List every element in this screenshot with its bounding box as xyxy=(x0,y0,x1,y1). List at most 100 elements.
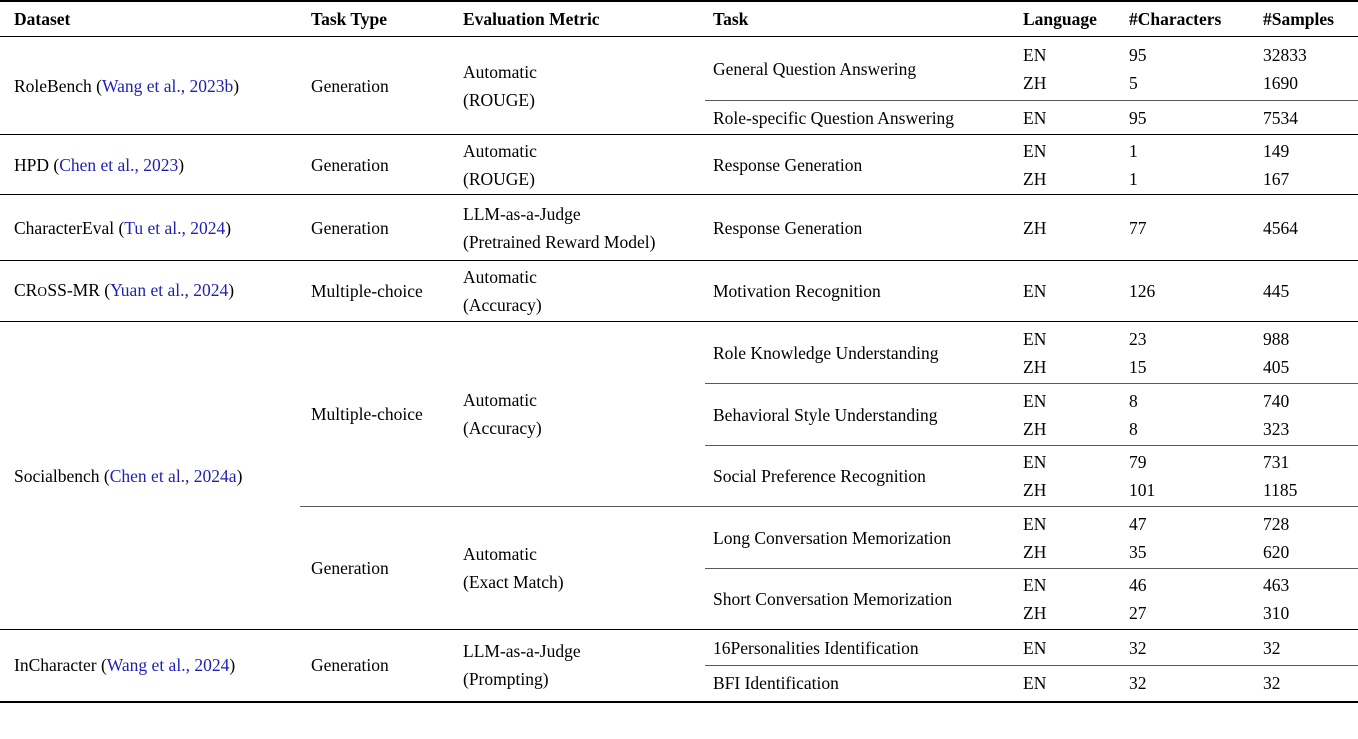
language-value: ZH xyxy=(1023,168,1047,189)
language-cell: EN xyxy=(1015,665,1120,702)
task-label: BFI Identification xyxy=(713,673,839,694)
task-type-cell: Generation xyxy=(300,506,455,630)
citation-link[interactable]: Yuan et al., 2024 xyxy=(110,280,229,300)
row-general-question-answering: RoleBench (Wang et al., 2023b) Generatio… xyxy=(0,37,1358,110)
task-label: General Question Answering xyxy=(713,58,917,79)
row-short-conversation-memorization: Short Conversation Memorization EN ZH 46… xyxy=(0,568,1358,630)
samples-value: 32 xyxy=(1263,637,1281,658)
language-value: ZH xyxy=(1023,480,1047,500)
language-value: ZH xyxy=(1023,356,1047,377)
characters-value: 46 xyxy=(1129,575,1147,595)
paren-close: ) xyxy=(236,465,243,486)
citation-link[interactable]: Chen et al., 2024a xyxy=(109,465,237,486)
samples-cell: 32 xyxy=(1255,629,1358,666)
citation-link[interactable]: Wang et al., 2023b xyxy=(101,75,234,96)
task-label: Motivation Recognition xyxy=(713,281,881,301)
task-type-cell: Generation xyxy=(300,37,455,135)
evaluation-metric-cell: Automatic (ROUGE) xyxy=(455,37,705,135)
samples-value: 988 xyxy=(1263,328,1290,349)
language-cell: EN ZH xyxy=(1015,445,1120,507)
characters-value: 32 xyxy=(1129,637,1147,658)
metric-line: (Accuracy) xyxy=(463,418,542,438)
evaluation-metric-cell: LLM-as-a-Judge (Pretrained Reward Model) xyxy=(455,194,705,261)
task-type-label: Generation xyxy=(311,75,389,96)
language-value: EN xyxy=(1023,107,1047,128)
characters-cell: 32 xyxy=(1120,665,1255,702)
task-label: Role-specific Question Answering xyxy=(713,107,955,128)
samples-value: 445 xyxy=(1263,281,1290,301)
samples-cell: 445 xyxy=(1255,260,1358,322)
language-cell: EN ZH xyxy=(1015,383,1120,446)
language-value: EN xyxy=(1023,390,1047,411)
evaluation-metric-cell: Automatic (Accuracy) xyxy=(455,260,705,322)
metric-line: (Exact Match) xyxy=(463,572,564,592)
citation-link[interactable]: Chen et al., 2023 xyxy=(59,154,179,175)
dataset-name: CharacterEval xyxy=(14,217,115,238)
metric-line: (Pretrained Reward Model) xyxy=(463,231,656,252)
language-cell: ZH xyxy=(1015,194,1120,261)
language-value: EN xyxy=(1023,452,1047,472)
characters-value: 27 xyxy=(1129,603,1147,623)
metric-line: (ROUGE) xyxy=(463,89,535,110)
language-value: EN xyxy=(1023,575,1047,595)
samples-cell: 988 405 xyxy=(1255,321,1358,384)
characters-value: 5 xyxy=(1129,72,1138,93)
samples-value: 1690 xyxy=(1263,72,1298,93)
dataset-cell-charactereval: CharacterEval (Tu et al., 2024) xyxy=(0,194,300,261)
task-cell: Response Generation xyxy=(705,194,1015,261)
col-header-dataset: Dataset xyxy=(0,0,300,37)
samples-cell: 731 1185 xyxy=(1255,445,1358,507)
task-type-cell: Multiple-choice xyxy=(300,321,455,507)
metric-line: Automatic xyxy=(463,544,537,564)
dataset-name: Socialbench xyxy=(14,465,100,486)
dataset-name: HPD xyxy=(14,154,50,175)
samples-cell: 7534 xyxy=(1255,100,1358,135)
paren-open: ( xyxy=(99,280,111,300)
dataset-cell-hpd: HPD (Chen et al., 2023) xyxy=(0,134,300,195)
task-type-cell: Multiple-choice xyxy=(300,260,455,322)
paren-close: ) xyxy=(233,75,240,96)
metric-line: Automatic xyxy=(463,140,537,161)
col-header-evaluation-metric: Evaluation Metric xyxy=(455,0,705,37)
samples-value: 310 xyxy=(1263,603,1290,623)
paren-open: ( xyxy=(49,154,60,175)
task-label: Role Knowledge Understanding xyxy=(713,342,939,363)
benchmark-datasets-table: Dataset Task Type Evaluation Metric Task… xyxy=(0,0,1358,703)
characters-cell: 8 8 xyxy=(1120,383,1255,446)
language-cell: EN ZH xyxy=(1015,568,1120,630)
characters-value: 1 xyxy=(1129,168,1138,189)
samples-value: 620 xyxy=(1263,541,1290,562)
task-cell: General Question Answering xyxy=(705,37,1015,101)
language-cell: EN ZH xyxy=(1015,506,1120,569)
task-label: Response Generation xyxy=(713,154,863,175)
samples-value: 7534 xyxy=(1263,107,1298,128)
metric-line: (ROUGE) xyxy=(463,168,535,189)
dataset-name-smallcaps: O xyxy=(37,284,48,299)
language-value: ZH xyxy=(1023,603,1047,623)
paren-open: ( xyxy=(99,465,110,486)
language-cell: EN xyxy=(1015,100,1120,135)
language-value: EN xyxy=(1023,140,1047,161)
language-cell: EN ZH xyxy=(1015,37,1120,101)
row-bfi-identification: BFI Identification EN 32 32 xyxy=(0,665,1358,702)
paren-close: ) xyxy=(229,655,236,676)
language-value: ZH xyxy=(1023,418,1047,439)
metric-line: Automatic xyxy=(463,267,537,287)
metric-line: LLM-as-a-Judge xyxy=(463,641,581,662)
row-role-knowledge-understanding: Socialbench (Chen et al., 2024a) Multipl… xyxy=(0,321,1358,630)
language-value: EN xyxy=(1023,281,1047,301)
characters-value: 8 xyxy=(1129,418,1138,439)
citation-link[interactable]: Tu et al., 2024 xyxy=(124,217,226,238)
col-header-characters: #Characters xyxy=(1120,0,1255,37)
row-16personalities-identification: InCharacter (Wang et al., 2024) Generati… xyxy=(0,629,1358,702)
citation-link[interactable]: Wang et al., 2024 xyxy=(106,655,230,676)
task-type-label: Multiple-choice xyxy=(311,404,423,424)
task-type-cell: Generation xyxy=(300,629,455,702)
metric-line: (Prompting) xyxy=(463,669,549,690)
language-value: EN xyxy=(1023,637,1047,658)
paren-close: ) xyxy=(225,217,232,238)
paren-open: ( xyxy=(91,75,102,96)
task-cell: Behavioral Style Understanding xyxy=(705,383,1015,446)
paren-close: ) xyxy=(228,280,235,300)
task-type-label: Generation xyxy=(311,558,389,578)
